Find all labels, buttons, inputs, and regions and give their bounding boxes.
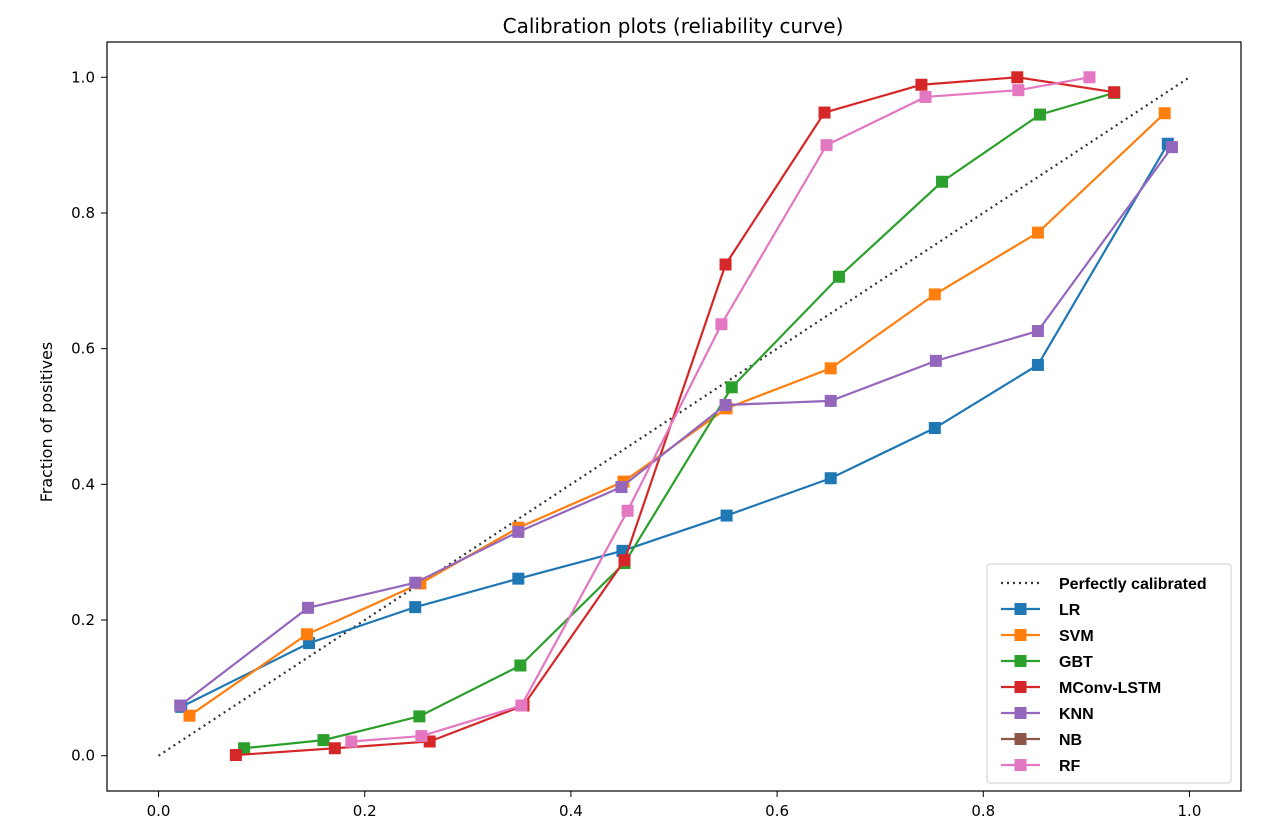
data-point-gbt bbox=[832, 270, 845, 283]
data-point-mconv-lstm bbox=[328, 742, 341, 755]
data-point-knn bbox=[615, 481, 628, 494]
data-point-rf bbox=[515, 699, 528, 712]
data-point-gbt bbox=[1033, 108, 1046, 121]
legend-label-mconv-lstm: MConv-LSTM bbox=[1059, 680, 1161, 697]
data-point-mconv-lstm bbox=[915, 78, 928, 91]
data-point-mconv-lstm bbox=[719, 258, 732, 271]
data-point-knn bbox=[302, 601, 315, 614]
legend-label-svm: SVM bbox=[1059, 628, 1094, 645]
data-point-svm bbox=[824, 362, 837, 375]
data-point-svm bbox=[1031, 226, 1044, 239]
legend-swatch-marker-svm bbox=[1014, 629, 1027, 641]
data-point-mconv-lstm bbox=[818, 106, 831, 119]
data-point-gbt bbox=[725, 381, 738, 394]
y-tick-label: 0.6 bbox=[71, 340, 95, 358]
legend-label-perfectly-calibrated: Perfectly calibrated bbox=[1059, 576, 1207, 593]
data-point-rf bbox=[621, 504, 634, 517]
data-point-gbt bbox=[514, 659, 527, 672]
y-tick-label: 1.0 bbox=[71, 68, 95, 86]
legend: Perfectly calibrated LR SVM GBT MConv-LSTM KN… bbox=[986, 563, 1232, 784]
data-point-gbt bbox=[317, 734, 330, 747]
data-point-knn bbox=[929, 354, 942, 367]
data-point-lr bbox=[1031, 358, 1044, 371]
series-line-gbt bbox=[243, 91, 1115, 750]
data-point-lr bbox=[720, 509, 733, 522]
legend-swatch-marker-nb bbox=[1014, 733, 1027, 745]
data-point-rf bbox=[919, 90, 932, 103]
data-point-gbt bbox=[413, 710, 426, 723]
legend-label-knn: KNN bbox=[1059, 706, 1094, 723]
legend-swatch-marker-gbt bbox=[1014, 655, 1027, 667]
data-point-rf bbox=[715, 318, 728, 331]
y-tick-label: 0.4 bbox=[71, 475, 95, 493]
data-point-rf bbox=[415, 730, 428, 743]
data-point-lr bbox=[928, 422, 941, 435]
y-axis-label: Fraction of positives bbox=[37, 342, 56, 503]
legend-swatch-marker-rf bbox=[1014, 759, 1027, 771]
chart-title: Calibration plots (reliability curve) bbox=[503, 14, 844, 38]
data-point-gbt bbox=[936, 175, 949, 188]
legend-label-gbt: GBT bbox=[1059, 654, 1093, 671]
x-tick-label: 0.6 bbox=[765, 802, 789, 820]
data-point-knn bbox=[824, 394, 837, 407]
perfectly-calibrated-line bbox=[157, 76, 1191, 757]
legend-label-lr: LR bbox=[1059, 602, 1081, 619]
data-point-mconv-lstm bbox=[1108, 86, 1121, 99]
data-point-svm bbox=[300, 628, 313, 641]
data-point-mconv-lstm bbox=[229, 749, 242, 762]
y-tick-label: 0.8 bbox=[71, 204, 95, 222]
legend-swatch-marker-lr bbox=[1014, 603, 1027, 615]
x-tick-label: 0.8 bbox=[971, 802, 995, 820]
legend-box bbox=[986, 563, 1232, 784]
data-point-knn bbox=[512, 525, 525, 538]
x-tick-label: 0.0 bbox=[147, 802, 171, 820]
data-point-mconv-lstm bbox=[1011, 71, 1024, 84]
data-point-svm bbox=[1158, 107, 1171, 120]
data-point-svm bbox=[183, 709, 196, 722]
data-point-rf bbox=[1083, 71, 1096, 84]
data-point-knn bbox=[719, 398, 732, 411]
data-point-rf bbox=[1012, 84, 1025, 97]
data-point-lr bbox=[409, 601, 422, 614]
legend-label-nb: NB bbox=[1059, 732, 1082, 749]
data-point-rf bbox=[820, 139, 833, 152]
series-line-lr bbox=[180, 143, 1169, 708]
legend-swatch-marker-knn bbox=[1014, 707, 1027, 719]
x-tick-label: 1.0 bbox=[1178, 802, 1202, 820]
data-point-lr bbox=[824, 472, 837, 485]
data-point-knn bbox=[409, 576, 422, 589]
data-point-knn bbox=[174, 699, 187, 712]
data-point-rf bbox=[345, 735, 358, 748]
y-tick-label: 0.2 bbox=[71, 611, 95, 629]
plot-frame bbox=[106, 41, 1242, 792]
data-point-lr bbox=[616, 544, 629, 557]
data-point-svm bbox=[928, 288, 941, 301]
data-point-lr bbox=[512, 572, 525, 585]
x-tick-label: 0.4 bbox=[559, 802, 583, 820]
legend-label-rf: RF bbox=[1059, 758, 1081, 775]
data-point-knn bbox=[1165, 141, 1178, 154]
data-point-mconv-lstm bbox=[618, 554, 631, 567]
series-line-knn bbox=[179, 146, 1173, 707]
series-line-mconv-lstm bbox=[235, 76, 1115, 757]
legend-swatch-marker-mconv-lstm bbox=[1014, 681, 1027, 693]
data-point-knn bbox=[1031, 325, 1044, 338]
x-tick-label: 0.2 bbox=[353, 802, 377, 820]
y-tick-label: 0.0 bbox=[71, 747, 95, 765]
